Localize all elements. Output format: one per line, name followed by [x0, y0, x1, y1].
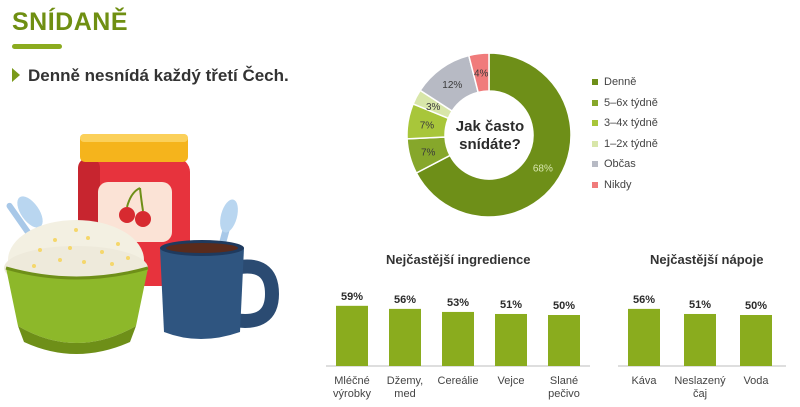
donut-slice-label: 7%: [420, 120, 435, 131]
donut-legend: Denně 5–6x týdně 3–4x týdně 1–2x týdně Občas…: [592, 72, 658, 195]
bar-category-label: Neslazený: [674, 375, 726, 387]
subtitle: Denně nesnídá každý třetí Čech.: [12, 66, 289, 86]
porridge-bowl-icon: [4, 196, 149, 354]
donut-slice-label: 68%: [533, 164, 553, 175]
donut-slice-label: 3%: [426, 102, 441, 113]
coffee-mug-icon: [160, 199, 280, 339]
bar-category-label: Vejce: [498, 375, 525, 387]
bar-category-label: pečivo: [548, 388, 580, 400]
bar: [684, 313, 716, 366]
donut-center-line-1: Jak často: [455, 118, 525, 135]
bar-value-label: 53%: [447, 297, 469, 309]
page-title: SNÍDANĚ: [12, 8, 129, 36]
legend-item: 5–6x týdně: [592, 93, 658, 114]
legend-item: Nikdy: [592, 175, 658, 196]
bar: [628, 308, 660, 366]
donut-slice-label: 7%: [421, 147, 436, 158]
legend-label: Nikdy: [604, 178, 632, 191]
ingredients-chart-title: Nejčastější ingredience: [386, 252, 531, 267]
bar-category-label: čaj: [693, 388, 707, 400]
bar-value-label: 51%: [689, 299, 711, 311]
legend-swatch: [592, 99, 598, 106]
bar-category-label: Voda: [743, 375, 769, 387]
legend-item: 3–4x týdně: [592, 113, 658, 134]
legend-item: Denně: [592, 72, 658, 93]
legend-swatch: [592, 181, 598, 188]
subtitle-text: Denně nesnídá každý třetí Čech.: [28, 66, 289, 85]
legend-label: Občas: [604, 158, 636, 171]
bar: [336, 305, 368, 366]
legend-label: 3–4x týdně: [604, 117, 658, 130]
bullet-icon: [12, 68, 20, 82]
breakfast-illustration: [4, 134, 280, 354]
legend-swatch: [592, 120, 598, 127]
bar-value-label: 56%: [633, 294, 655, 306]
bar-value-label: 50%: [745, 300, 767, 312]
bar-value-label: 56%: [394, 294, 416, 306]
donut-center-label: Jak často snídáte?: [440, 118, 540, 154]
legend-item: 1–2x týdně: [592, 134, 658, 155]
bar-category-label: Cereálie: [438, 375, 479, 387]
bar-category-label: Slané: [550, 375, 578, 387]
bar-value-label: 51%: [500, 299, 522, 311]
donut-slice-label: 12%: [442, 80, 462, 91]
legend-item: Občas: [592, 154, 658, 175]
bar-category-label: Džemy,: [387, 375, 423, 387]
bar: [495, 313, 527, 366]
legend-label: Denně: [604, 76, 637, 89]
bar-category-label: Káva: [631, 375, 657, 387]
bar: [389, 308, 421, 366]
legend-label: 5–6x týdně: [604, 96, 658, 109]
bar: [442, 311, 474, 366]
donut-slice: [467, 52, 490, 94]
donut-slice-label: 4%: [474, 68, 489, 79]
bar: [740, 315, 772, 366]
bar-category-label: med: [394, 388, 415, 400]
legend-swatch: [592, 140, 598, 147]
drinks-chart-title: Nejčastější nápoje: [650, 252, 764, 267]
legend-swatch: [592, 161, 598, 168]
bar-category-label: výrobky: [333, 388, 371, 400]
bar-category-label: Mléčné: [334, 375, 369, 387]
bar-value-label: 50%: [553, 300, 575, 312]
title-underline: [12, 44, 62, 49]
breakfast-frequency-donut: 68% 7% 7% 3%12% 4%: [406, 52, 572, 218]
donut-slice: [415, 52, 572, 218]
bar-value-label: 59%: [341, 291, 363, 303]
donut-center-line-2: snídáte?: [459, 136, 521, 153]
bar: [548, 315, 580, 366]
legend-swatch: [592, 79, 598, 86]
legend-label: 1–2x týdně: [604, 137, 658, 150]
